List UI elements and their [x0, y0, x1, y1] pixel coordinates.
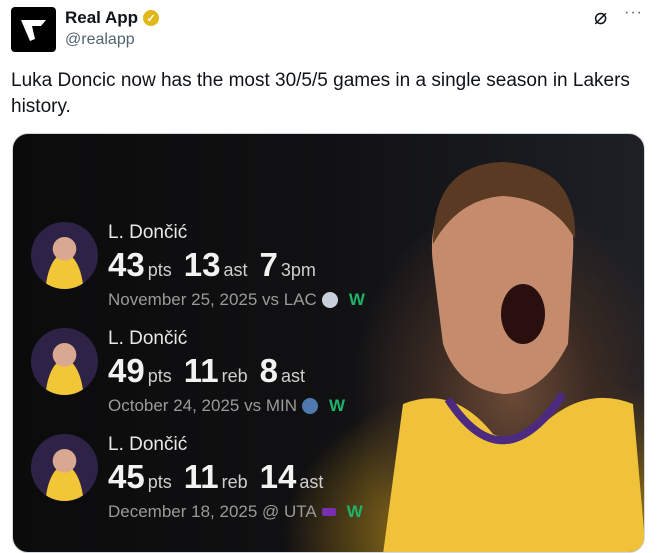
- stat-line: 49 pts 11 reb 8 ast: [108, 352, 317, 390]
- stat-unit: ast: [281, 366, 306, 386]
- game-date-opponent: October 24, 2025 vs MIN: [108, 396, 297, 415]
- stat-value: 11: [183, 458, 219, 495]
- stat-value: 14: [259, 458, 297, 495]
- stat-line: 43 pts 13 ast 7 3pm: [108, 246, 328, 284]
- stat-value: 11: [183, 352, 219, 389]
- stat-value: 7: [259, 246, 278, 283]
- game-row: L. Dončić 45 pts 11 reb 14 ast December 18,…: [31, 434, 381, 540]
- stat-line: 45 pts 11 reb 14 ast: [108, 458, 335, 496]
- stat-value: 13: [183, 246, 221, 283]
- clippers-logo-icon: [321, 292, 338, 308]
- stat-unit: reb: [221, 366, 248, 386]
- player-name: L. Dončić: [108, 222, 188, 243]
- game-meta: November 25, 2025 vs LAC W: [108, 290, 365, 310]
- stat-unit: reb: [221, 472, 248, 492]
- timberwolves-logo-icon: [301, 398, 318, 414]
- grok-icon[interactable]: ⌀: [594, 4, 608, 29]
- more-options-icon[interactable]: ···: [624, 4, 643, 21]
- player-name: L. Dončić: [108, 328, 188, 349]
- account-handle[interactable]: @realapp: [65, 31, 135, 48]
- result-badge: W: [328, 396, 346, 415]
- verified-badge-icon: ✓: [143, 10, 160, 26]
- stat-unit: 3pm: [280, 260, 316, 280]
- account-name[interactable]: Real App ✓: [65, 8, 160, 28]
- stat-unit: pts: [147, 366, 172, 386]
- game-row: L. Dončić 43 pts 13 ast 7 3pm November 25, …: [31, 222, 381, 328]
- post-text: Luka Doncic now has the most 30/5/5 game…: [11, 70, 630, 117]
- stat-value: 45: [108, 458, 145, 495]
- stat-unit: pts: [147, 260, 172, 280]
- player-photo: [383, 162, 644, 552]
- jazz-logo-icon: [321, 508, 336, 516]
- game-row: L. Dončić 49 pts 11 reb 8 ast October 24, 2…: [31, 328, 381, 434]
- game-meta: December 18, 2025 @ UTA W: [108, 502, 363, 522]
- stat-unit: ast: [223, 260, 248, 280]
- player-headshot: [31, 328, 98, 395]
- player-headshot: [31, 222, 98, 289]
- stat-unit: ast: [299, 472, 324, 492]
- player-name: L. Dončić: [108, 434, 188, 455]
- result-badge: W: [346, 502, 363, 521]
- stat-unit: pts: [147, 472, 172, 492]
- post-image[interactable]: L. Dončić 43 pts 13 ast 7 3pm November 25, …: [12, 133, 645, 553]
- result-badge: W: [348, 290, 365, 309]
- game-meta: October 24, 2025 vs MIN W: [108, 396, 345, 416]
- account-avatar[interactable]: [11, 7, 56, 52]
- player-headshot: [31, 434, 98, 501]
- game-date-opponent: November 25, 2025 vs LAC: [108, 290, 317, 309]
- game-date-opponent: December 18, 2025 @ UTA: [108, 502, 317, 521]
- stat-value: 49: [108, 352, 145, 389]
- stat-value: 8: [259, 352, 278, 389]
- stat-value: 43: [108, 246, 145, 283]
